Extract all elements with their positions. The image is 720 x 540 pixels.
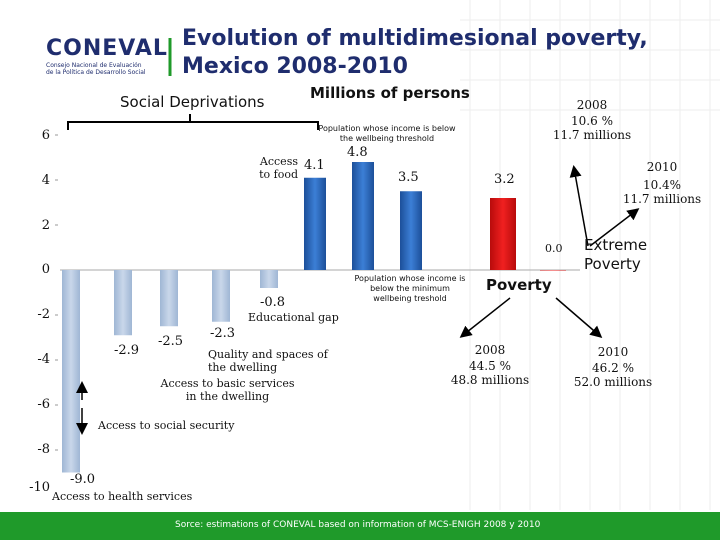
bar-social-security <box>114 270 132 336</box>
bar-extreme-poverty <box>540 270 566 271</box>
extreme-poverty-heading-line2: Poverty <box>584 255 641 273</box>
page-title-line2: Mexico 2008-2010 <box>182 54 408 79</box>
bar-basic-services <box>160 270 178 327</box>
extreme-2008-year: 2008 <box>576 98 608 112</box>
annotation-arrows <box>76 165 640 435</box>
value-label-educational-gap: -0.8 <box>260 295 286 310</box>
bar-food <box>304 177 326 270</box>
category-label-basic-services: Access to basic services in the dwelling <box>160 377 295 403</box>
category-label-social-security: Access to social security <box>98 419 235 432</box>
footer-source: Sorce: estimations of CONEVAL based on i… <box>175 520 541 530</box>
poverty-heading: Poverty <box>486 276 552 294</box>
value-label-social-security: -2.9 <box>114 343 140 358</box>
y-tick-label: -4 <box>37 352 50 367</box>
poverty-2008-millions: 48.8 millions <box>450 373 530 387</box>
value-label-poverty: 3.2 <box>494 172 515 187</box>
social-deprivations-heading: Social Deprivations <box>120 93 265 111</box>
poverty-2008-year: 2008 <box>474 343 506 357</box>
logo-word: CONEVAL <box>46 36 168 61</box>
millions-of-persons-heading: Millions of persons <box>310 84 470 102</box>
logo-subtitle-line2: de la Política de Desarrollo Social <box>46 69 146 76</box>
category-label-wellbeing: Population whose income is below the wel… <box>318 124 456 143</box>
value-label-min-wellbeing: 3.5 <box>398 170 419 185</box>
social-deprivations-bracket <box>67 121 319 130</box>
bar-quality-spaces <box>212 270 230 322</box>
category-label-health: Access to health services <box>52 490 193 503</box>
bar-wellbeing <box>352 162 374 270</box>
y-tick-label: 2 <box>41 218 50 233</box>
category-label-educational-gap: Educational gap <box>248 311 339 324</box>
poverty-2010-year: 2010 <box>597 345 629 359</box>
bar-health <box>62 270 80 473</box>
logo-subtitle-line1: Consejo Nacional de Evaluación <box>46 62 142 69</box>
value-label-quality-spaces: -2.3 <box>210 326 236 341</box>
y-tick-label: -8 <box>37 442 50 457</box>
bar-poverty <box>490 198 516 270</box>
bar-min-wellbeing <box>400 191 422 270</box>
footer-bar <box>0 512 720 540</box>
category-label-quality-spaces: Quality and spaces of the dwelling <box>208 348 328 374</box>
background-grid <box>460 0 720 510</box>
extreme-2010-millions: 11.7 millions <box>622 192 702 206</box>
y-tick-label: -2 <box>37 307 50 322</box>
poverty-2008-pct: 44.5 % <box>469 359 511 373</box>
bar-educational-gap <box>260 270 278 288</box>
poverty-2010-pct: 46.2 % <box>592 361 634 375</box>
category-label-min-wellbeing: Population whose income is below the min… <box>354 274 466 303</box>
extreme-2010-pct: 10.4% <box>642 178 682 192</box>
value-label-wellbeing: 4.8 <box>347 145 368 160</box>
coneval-logo: CONEVAL Consejo Nacional de Evaluación d… <box>46 36 168 76</box>
extreme-2010-year: 2010 <box>646 160 678 174</box>
y-tick-label: -10 <box>29 480 50 495</box>
y-tick-label: -6 <box>37 397 50 412</box>
extreme-2008-millions: 11.7 millions <box>552 128 632 142</box>
page-title-line1: Evolution of multidimesional poverty, <box>182 26 648 51</box>
value-label-food: 4.1 <box>304 158 325 173</box>
extreme-2008-pct: 10.6 % <box>571 114 613 128</box>
extreme-poverty-heading-line1: Extreme <box>584 236 648 254</box>
category-label-food: Access to food <box>259 155 298 181</box>
bars-group <box>62 162 566 473</box>
y-tick-label: 0 <box>41 262 50 277</box>
value-label-extreme-poverty: 0.0 <box>545 242 563 255</box>
value-label-basic-services: -2.5 <box>158 334 184 349</box>
y-tick-label: 6 <box>41 128 50 143</box>
value-label-health: -9.0 <box>70 472 96 487</box>
poverty-2010-millions: 52.0 millions <box>573 375 653 389</box>
y-tick-label: 4 <box>41 173 50 188</box>
